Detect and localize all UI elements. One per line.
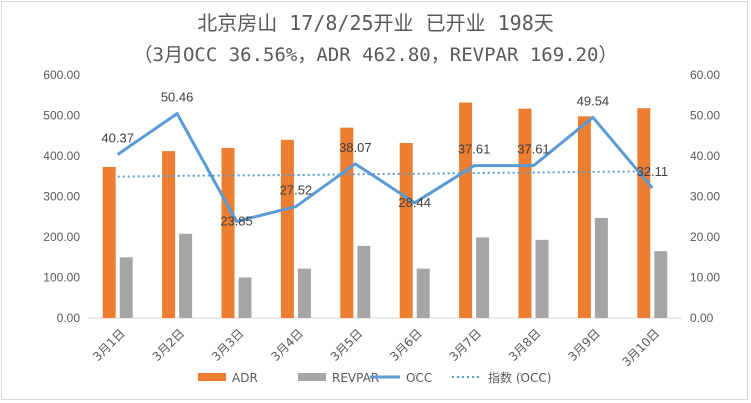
y-left-tick-label: 500.00	[43, 109, 80, 123]
category-label: 3月6日	[387, 326, 425, 364]
revpar-bar	[535, 239, 549, 318]
y-right-tick-label: 60.00	[690, 68, 720, 82]
y-left-tick-label: 400.00	[43, 149, 80, 163]
adr-bar	[102, 166, 116, 318]
occ-data-label: 32.11	[637, 164, 669, 179]
revpar-bar	[654, 251, 668, 318]
occ-data-label: 23.85	[220, 213, 253, 228]
adr-bar	[518, 108, 532, 319]
occ-data-label: 40.37	[101, 131, 134, 146]
category-label: 3月2日	[150, 326, 188, 364]
occ-data-label: 27.52	[280, 183, 313, 198]
adr-bar	[162, 151, 176, 318]
adr-bar	[221, 147, 235, 318]
y-right-tick-label: 50.00	[690, 109, 720, 123]
category-label: 3月5日	[328, 326, 366, 364]
legend-swatch	[298, 373, 326, 381]
legend-swatch	[198, 373, 226, 381]
occ-data-label: 38.07	[339, 140, 372, 155]
legend-label: REVPAR	[332, 371, 379, 385]
legend-label: 指数 (OCC)	[488, 370, 551, 385]
revpar-bar	[476, 237, 490, 318]
chart-subtitle: （3月OCC 36.56%，ADR 462.80，REVPAR 169.20）	[133, 44, 618, 66]
adr-bar	[280, 139, 294, 318]
occ-data-label: 28.44	[398, 195, 431, 210]
adr-bar	[637, 108, 651, 319]
category-label: 3月3日	[209, 326, 247, 364]
revpar-bar	[238, 277, 252, 318]
y-left-tick-label: 0.00	[57, 311, 81, 325]
y-left-tick-label: 100.00	[43, 271, 80, 285]
y-left-tick-label: 200.00	[43, 230, 80, 244]
y-left-tick-label: 600.00	[43, 68, 80, 82]
revpar-bar	[297, 268, 311, 318]
occ-data-label: 50.46	[161, 90, 194, 105]
occ-data-label: 37.61	[517, 142, 550, 157]
adr-bar	[577, 116, 591, 318]
category-label: 3月10日	[619, 326, 662, 369]
revpar-bar	[357, 245, 371, 318]
y-right-tick-label: 10.00	[690, 271, 720, 285]
y-right-tick-label: 0.00	[690, 311, 714, 325]
chart-title: 北京房山 17/8/25开业 已开业 198天	[197, 11, 554, 35]
category-label: 3月4日	[268, 326, 306, 364]
category-label: 3月9日	[565, 326, 603, 364]
occ-index-dotted-line	[117, 170, 653, 178]
y-right-tick-label: 30.00	[690, 190, 720, 204]
occ-data-label: 49.54	[577, 93, 610, 108]
revpar-bar	[179, 233, 193, 318]
adr-bar	[459, 102, 473, 318]
adr-bar	[399, 143, 413, 318]
category-label: 3月1日	[90, 326, 128, 364]
occ-line	[116, 112, 654, 223]
revpar-bar	[416, 268, 430, 318]
y-left-tick-label: 300.00	[43, 190, 80, 204]
legend-label: OCC	[406, 371, 432, 385]
adr-bar	[340, 127, 354, 319]
category-label: 3月7日	[447, 326, 485, 364]
occ-data-label: 37.61	[458, 142, 491, 157]
category-label: 3月8日	[506, 326, 544, 364]
legend-label: ADR	[232, 371, 258, 385]
y-right-tick-label: 20.00	[690, 230, 720, 244]
revpar-bar	[119, 257, 133, 318]
y-right-tick-label: 40.00	[690, 149, 720, 163]
revpar-bar	[594, 217, 608, 318]
